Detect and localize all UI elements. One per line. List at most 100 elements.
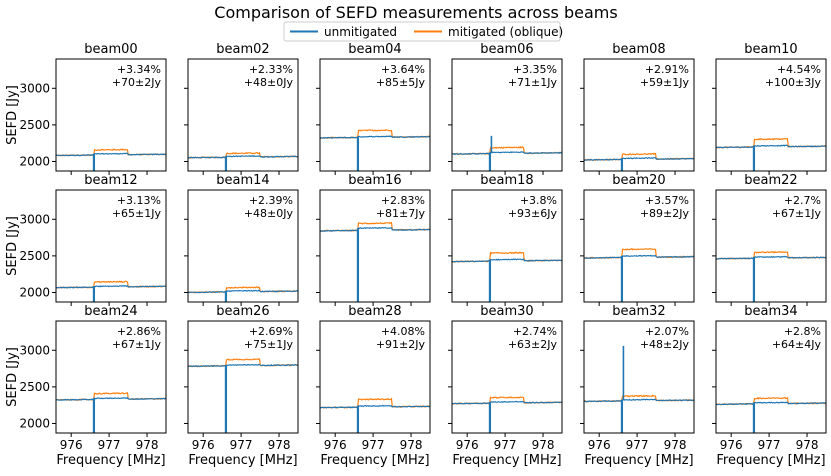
x-axis-label: Frequency [MHz] — [188, 453, 297, 468]
x-tick-label: 977 — [230, 438, 253, 452]
panel-title: beam10 — [744, 42, 797, 57]
panel-title: beam34 — [744, 304, 797, 319]
panel-plot-area — [56, 391, 166, 433]
legend-label-unmitigated: unmitigated — [324, 25, 397, 39]
y-tick-label: 3000 — [19, 343, 50, 357]
x-tick-label: 978 — [400, 438, 423, 452]
annotation-jy: +81±7Jy — [376, 207, 426, 220]
panel-plot-area — [584, 248, 694, 302]
annotation-percent: +2.7% — [784, 194, 821, 207]
panel-plot-area — [452, 135, 562, 171]
panel-beam16: beam16 +2.83%+81±7Jy — [316, 173, 431, 306]
x-tick-label: 977 — [98, 438, 121, 452]
panel-plot-area — [716, 396, 826, 433]
panel-title: beam14 — [216, 173, 269, 188]
annotation-percent: +2.86% — [117, 325, 161, 338]
x-tick-label: 976 — [192, 438, 215, 452]
series-unmitigated-beam18 — [452, 258, 562, 263]
panel-beam20: beam20 +3.57%+89±2Jy — [580, 173, 695, 306]
panel-title: beam02 — [216, 42, 269, 57]
panel-frame — [451, 320, 563, 434]
y-tick-label: 3000 — [19, 81, 50, 95]
panel-frame — [715, 58, 827, 172]
annotation-percent: +4.54% — [777, 63, 821, 76]
y-axis-label: SEFD [Jy] — [5, 347, 20, 407]
annotation-jy: +65±1Jy — [112, 207, 162, 220]
y-tick-label: 2000 — [19, 416, 50, 430]
panel-title: beam32 — [612, 304, 665, 319]
series-unmitigated-beam14 — [188, 289, 298, 294]
panel-plot-area — [584, 345, 694, 433]
annotation-percent: +3.13% — [117, 194, 161, 207]
annotation-jy: +91±2Jy — [376, 338, 426, 351]
x-tick-label: 977 — [626, 438, 649, 452]
panel-frame — [55, 58, 167, 172]
annotation-jy: +64±4Jy — [772, 338, 822, 351]
series-unmitigated-beam20 — [584, 254, 694, 259]
panel-plot-area — [716, 250, 826, 302]
panel-title: beam24 — [84, 304, 137, 319]
x-tick-label: 978 — [268, 438, 291, 452]
y-tick-label: 2500 — [19, 380, 50, 394]
x-tick-label: 977 — [494, 438, 517, 452]
panel-plot-area — [584, 152, 694, 171]
panel-title: beam28 — [348, 304, 401, 319]
series-unmitigated-beam28 — [320, 404, 430, 409]
y-axis-label: SEFD [Jy] — [5, 85, 20, 145]
series-unmitigated-beam10 — [716, 144, 826, 149]
panel-plot-area — [452, 251, 562, 302]
panel-frame — [55, 189, 167, 303]
panel-frame — [319, 58, 431, 172]
x-axis-label: Frequency [MHz] — [716, 453, 825, 468]
series-unmitigated-beam16 — [320, 226, 430, 232]
panel-plot-area — [320, 221, 430, 302]
x-axis-label: Frequency [MHz] — [584, 453, 693, 468]
panel-frame — [319, 320, 431, 434]
panel-frame — [187, 320, 299, 434]
x-tick-label: 977 — [362, 438, 385, 452]
annotation-percent: +2.91% — [645, 63, 689, 76]
annotation-jy: +63±2Jy — [508, 338, 558, 351]
panel-beam22: beam22 +2.7%+67±1Jy — [712, 173, 827, 306]
series-unmitigated-beam22 — [716, 255, 826, 260]
series-unmitigated-beam04 — [320, 135, 430, 139]
annotation-jy: +48±0Jy — [244, 76, 294, 89]
panel-title: beam00 — [84, 42, 137, 57]
panel-title: beam12 — [84, 173, 137, 188]
annotation-percent: +3.57% — [645, 194, 689, 207]
annotation-jy: +67±1Jy — [112, 338, 162, 351]
annotation-percent: +2.83% — [381, 194, 425, 207]
annotation-jy: +85±5Jy — [376, 76, 426, 89]
panel-beam04: beam04 +3.64%+85±5Jy — [316, 42, 431, 175]
annotation-percent: +3.35% — [513, 63, 557, 76]
panel-frame — [319, 189, 431, 303]
y-tick-label: 2500 — [19, 118, 50, 132]
panel-frame — [583, 320, 695, 434]
panel-title: beam26 — [216, 304, 269, 319]
annotation-percent: +2.69% — [249, 325, 293, 338]
panel-title: beam08 — [612, 42, 665, 57]
annotation-jy: +67±1Jy — [772, 207, 822, 220]
x-tick-label: 978 — [136, 438, 159, 452]
annotation-percent: +2.8% — [784, 325, 821, 338]
series-unmitigated-beam02 — [188, 155, 298, 159]
annotation-percent: +2.07% — [645, 325, 689, 338]
series-unmitigated-beam06 — [452, 151, 562, 156]
panel-frame — [187, 58, 299, 172]
panel-plot-area — [716, 137, 826, 171]
panel-plot-area — [188, 358, 298, 433]
x-tick-label: 978 — [796, 438, 819, 452]
panel-frame — [715, 320, 827, 434]
annotation-percent: +2.33% — [249, 63, 293, 76]
x-axis-label: Frequency [MHz] — [452, 453, 561, 468]
series-unmitigated-beam12 — [56, 284, 166, 289]
panel-plot-area — [56, 280, 166, 302]
panel-plot-area — [188, 151, 298, 171]
x-tick-label: 976 — [720, 438, 743, 452]
